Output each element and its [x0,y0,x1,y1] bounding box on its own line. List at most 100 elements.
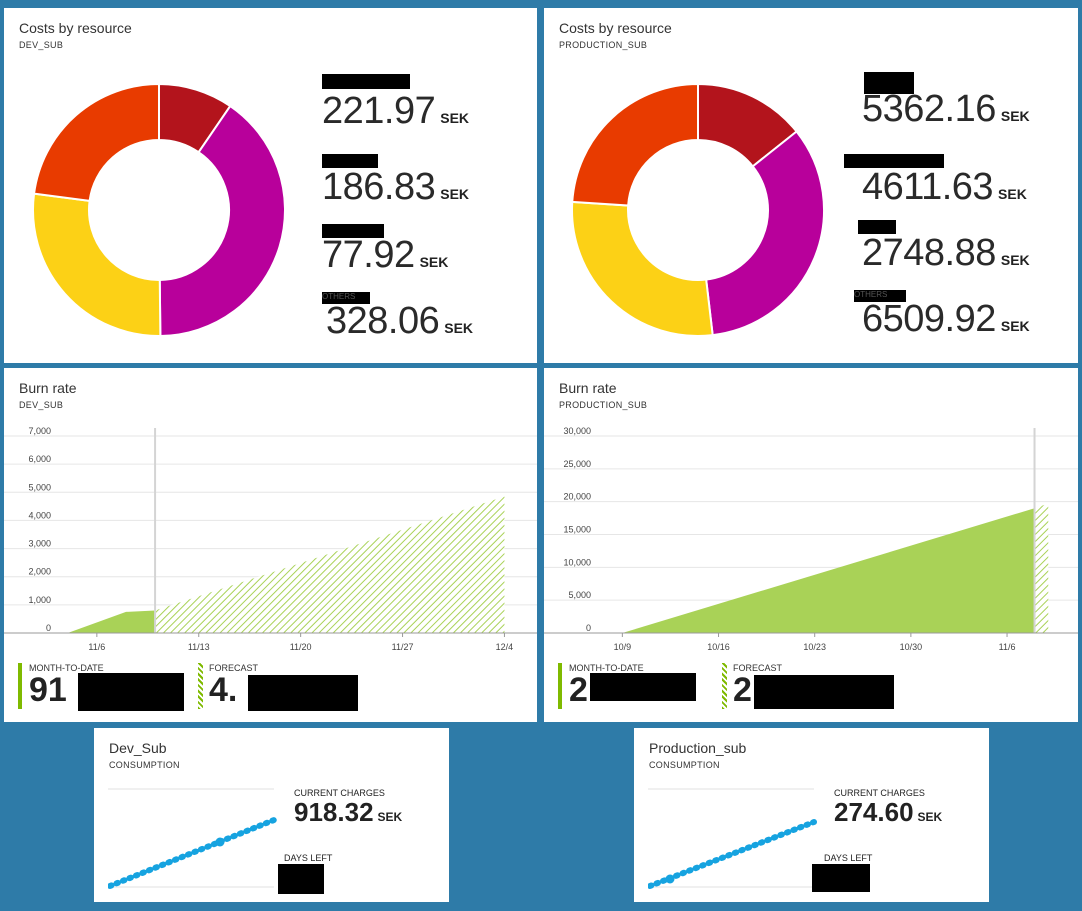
cost-value: 2748.88 [862,232,996,274]
y-tick-label: 15,000 [563,525,591,535]
burn-rate-chart: 7,000 6,000 5,000 4,000 3,000 2,000 1,000 0 11/6… [4,426,537,652]
cost-value: 6509.92 [862,298,996,340]
redacted-value [278,864,324,894]
y-tick-label: 0 [46,623,51,633]
y-tick-label: 5,000 [568,590,591,600]
y-tick-label: 20,000 [563,492,591,502]
x-tick-label: 10/16 [707,642,730,652]
tile-subtitle: DEV_SUB [19,40,64,50]
donut-slice[interactable] [705,130,825,337]
days-left-label: DAYS LEFT [284,853,333,863]
current-charges-value: 918.32 [294,797,374,827]
legend-label: OTHERS [322,292,356,301]
y-tick-label: 25,000 [563,459,591,469]
donut-slice[interactable] [158,104,286,338]
y-tick-label: 30,000 [563,426,591,436]
donut-chart [32,82,286,338]
y-tick-label: 6,000 [28,454,51,464]
cost-unit: SEK [419,254,449,270]
y-tick-label: 3,000 [28,539,51,549]
tile-subtitle: CONSUMPTION [649,760,720,770]
tile-subtitle: CONSUMPTION [109,760,180,770]
cost-tile-dev[interactable]: Costs by resource DEV_SUB 221.97 SEK 186.… [4,8,537,363]
stat-value: 4. [209,671,238,709]
tile-subtitle: PRODUCTION_SUB [559,400,648,410]
redacted-label [864,72,914,94]
redacted-value [590,673,696,701]
month-to-date-stat: MONTH-TO-DATE 91 [18,663,188,711]
stat-value: 2 [733,671,752,709]
tile-title: Burn rate [559,380,617,396]
redacted-label [322,224,384,238]
cost-value: 4611.63 [862,166,994,208]
forecast-area [1034,503,1049,633]
tile-title: Burn rate [19,380,77,396]
redacted-label [854,290,906,302]
tile-subtitle: DEV_SUB [19,400,64,410]
days-left-label: DAYS LEFT [824,853,873,863]
cost-value: 328.06 [326,300,440,342]
consumption-sparkline [108,788,277,889]
tile-title: Dev_Sub [109,740,167,756]
x-tick-label: 11/20 [290,642,312,652]
x-tick-label: 12/4 [496,642,514,652]
burn-rate-tile-prod[interactable]: Burn rate PRODUCTION_SUB 30,000 25,000 20,… [544,368,1078,722]
stat-value: 91 [29,671,67,709]
x-tick-label: 11/27 [392,642,414,652]
stat-label: FORECAST [209,663,259,673]
burn-rate-tile-dev[interactable]: Burn rate DEV_SUB 7,000 6,000 5,000 4,000 3,… [4,368,537,722]
donut-slice[interactable] [571,200,714,337]
y-tick-label: 7,000 [28,426,51,436]
redacted-label [844,154,944,168]
y-tick-label: 10,000 [563,557,591,567]
y-tick-label: 2,000 [28,567,51,577]
donut-slice[interactable] [32,82,160,203]
redacted-label [322,154,378,168]
tile-title: Production_sub [649,740,747,756]
cost-value: 5362.16 [862,88,996,130]
current-charges-label: CURRENT CHARGES [294,788,385,798]
redacted-value [812,864,870,892]
donut-slice[interactable] [571,82,699,207]
cost-unit: SEK [444,320,474,336]
stat-value: 2 [569,671,588,709]
month-to-date-stat: MONTH-TO-DATE 2 [558,663,728,709]
redacted-value [78,673,184,711]
x-tick-label: 11/13 [188,642,210,652]
stat-label: MONTH-TO-DATE [569,663,644,673]
redacted-label [322,74,410,89]
cost-value: 221.97 [322,90,436,132]
y-tick-label: 4,000 [28,510,51,520]
forecast-stat: FORECAST 2 [722,663,922,709]
consumption-sparkline [648,788,817,889]
forecast-area [155,496,505,633]
cost-tile-prod[interactable]: Costs by resource PRODUCTION_SUB 5362.16… [544,8,1078,363]
charges-unit: SEK [377,810,403,824]
forecast-stat: FORECAST 4. [198,663,368,711]
redacted-value [248,675,358,711]
consumption-tile-prod[interactable]: Production_sub CONSUMPTION CURRENT CHARG… [634,728,989,902]
burn-rate-chart: 30,000 25,000 20,000 15,000 10,000 5,000 0 10/9… [544,426,1078,652]
charges-unit: SEK [917,810,943,824]
current-charges-label: CURRENT CHARGES [834,788,925,798]
stat-label: FORECAST [733,663,783,673]
x-tick-label: 11/6 [999,642,1016,652]
cost-unit: SEK [1000,108,1030,124]
cost-unit: SEK [1000,252,1030,268]
y-tick-label: 1,000 [28,595,51,605]
cost-unit: SEK [440,110,470,126]
y-tick-label: 5,000 [28,482,51,492]
y-tick-label: 0 [586,623,591,633]
donut-slice[interactable] [32,192,162,337]
cost-value: 186.83 [322,166,436,208]
cost-unit: SEK [1000,318,1030,334]
x-tick-label: 10/9 [614,642,632,652]
x-tick-label: 11/6 [88,642,105,652]
donut-chart [571,82,825,337]
stat-label: MONTH-TO-DATE [29,663,104,673]
cost-unit: SEK [998,186,1027,202]
tile-subtitle: PRODUCTION_SUB [559,40,648,50]
consumption-tile-dev[interactable]: Dev_Sub CONSUMPTION CURRENT CHARGES 918.… [94,728,449,902]
tile-title: Costs by resource [19,20,132,36]
redacted-value [754,675,894,709]
